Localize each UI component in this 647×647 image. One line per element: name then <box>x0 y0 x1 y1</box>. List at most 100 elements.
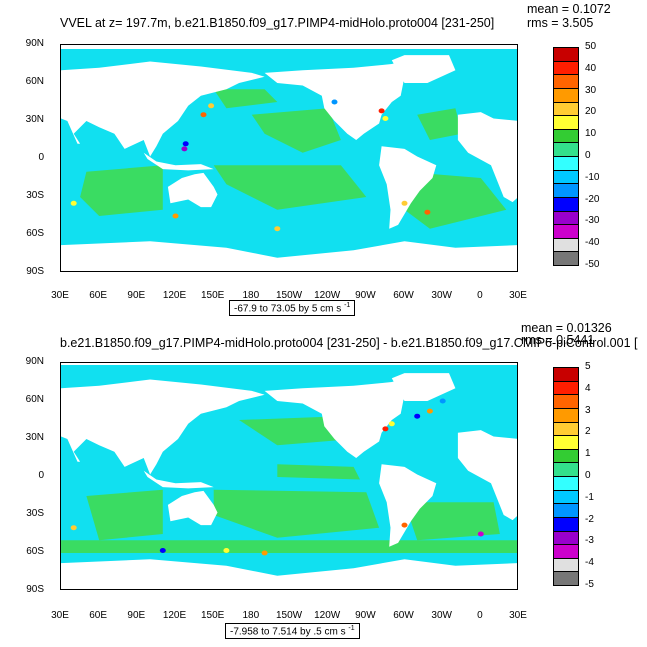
hotspot <box>274 226 281 232</box>
hotspot <box>331 99 338 105</box>
positive-region <box>213 89 278 109</box>
hotspot <box>261 550 268 556</box>
range-box: -7.958 to 7.514 by .5 cm s -1 <box>225 623 360 640</box>
colorbar-swatch <box>553 476 579 491</box>
lat-label: 60S <box>26 546 44 557</box>
lat-label: 60S <box>26 228 44 239</box>
lat-label: 60N <box>25 76 44 87</box>
range-unit-exponent: -1 <box>344 302 351 309</box>
colorbar-swatch <box>553 367 579 382</box>
colorbar-swatch <box>553 435 579 450</box>
lon-label: 150E <box>200 610 225 621</box>
colorbar-swatch <box>553 142 579 157</box>
lat-label: 90N <box>25 356 44 367</box>
rms-value: rms = 3.505 <box>527 16 594 30</box>
colorbar-label: 50 <box>585 41 597 52</box>
colorbar-label: -4 <box>585 557 594 569</box>
colorbar-label: 0 <box>585 150 591 161</box>
hotspot <box>426 408 433 414</box>
positive-region <box>213 165 367 210</box>
lon-label: 60E <box>89 610 108 621</box>
land-samerica <box>379 146 437 229</box>
land-namerica <box>264 375 443 458</box>
lat-label: 90N <box>25 38 44 49</box>
colorbar-swatch <box>553 503 579 518</box>
mean-value: mean = 0.01326 <box>521 321 612 335</box>
colorbar-label: 1 <box>585 448 591 460</box>
hotspot <box>159 548 166 553</box>
panel-lower: b.e21.B1850.f09_g17.PIMP4-midHolo.proto0… <box>0 320 647 647</box>
colorbar-swatch <box>553 571 579 586</box>
colorbar-swatch <box>553 87 579 103</box>
lon-label: 60E <box>89 290 108 301</box>
lon-label: 30E <box>509 290 527 301</box>
lon-label: 30E <box>51 290 69 301</box>
colorbar-swatch <box>553 544 579 559</box>
range-box: -67.9 to 73.05 by 5 cm s -1 <box>229 300 356 317</box>
colorbar-swatch <box>553 251 579 266</box>
colorbar-label: -3 <box>585 535 594 547</box>
lon-label: 30W <box>431 290 452 301</box>
positive-region <box>404 171 507 229</box>
colorbar-label: -30 <box>585 215 600 227</box>
hotspot <box>208 103 215 109</box>
colorbar-label: -2 <box>585 513 594 525</box>
land-australia <box>167 172 218 208</box>
colorbar-swatch <box>553 101 579 117</box>
hotspot <box>388 421 395 427</box>
lon-label: 120E <box>162 290 187 301</box>
hotspot <box>414 413 421 419</box>
colorbar-label: -10 <box>585 171 600 183</box>
arctic-mask <box>61 363 517 365</box>
colorbar-label: -40 <box>585 237 600 249</box>
lat-label: 30S <box>26 190 44 201</box>
colorbar-label: 20 <box>585 106 597 118</box>
colorbar-swatch <box>553 156 579 171</box>
range-text: -67.9 to 73.05 by 5 cm s <box>234 303 342 315</box>
land-africa <box>457 112 517 203</box>
lat-label: 0 <box>38 152 44 163</box>
map-plot <box>60 362 518 590</box>
positive-region <box>277 464 360 480</box>
range-text: -7.958 to 7.514 by .5 cm s <box>230 626 346 638</box>
positive-region <box>80 165 163 216</box>
panel-upper: VVEL at z= 197.7m, b.e21.B1850.f09_g17.P… <box>0 0 647 320</box>
hotspot <box>70 200 77 206</box>
colorbar-swatch <box>553 60 579 76</box>
field-map <box>61 45 517 271</box>
lat-label: 90S <box>26 266 44 277</box>
colorbar-swatch <box>553 224 579 239</box>
lon-label: 120E <box>162 610 187 621</box>
positive-region <box>404 502 500 541</box>
hotspot <box>401 200 408 206</box>
land-greenland <box>391 373 456 401</box>
hotspot <box>424 209 431 215</box>
lat-label: 30N <box>25 432 44 443</box>
colorbar: 5 4 3 2 1 0 -1 -2 -3 -4 -5 <box>553 361 594 590</box>
lon-label: 120W <box>314 290 341 301</box>
map-plot <box>60 44 518 272</box>
colorbar-swatch <box>553 115 579 130</box>
colorbar-label: 40 <box>585 62 597 74</box>
colorbar-label: 30 <box>585 84 597 96</box>
rms-value: rms = 0.5441 <box>521 333 595 347</box>
land-eurasia <box>61 61 265 157</box>
colorbar-swatch <box>553 557 579 573</box>
colorbar-swatch <box>553 448 579 464</box>
hotspot <box>378 108 385 114</box>
arctic-mask <box>61 45 517 49</box>
lon-label: 90W <box>355 610 376 621</box>
mean-value: mean = 0.1072 <box>527 2 611 16</box>
lon-label: 90E <box>127 610 146 621</box>
positive-region <box>213 489 380 538</box>
panel-title: VVEL at z= 197.7m, b.e21.B1850.f09_g17.P… <box>60 16 495 30</box>
lon-label: 180 <box>242 290 260 301</box>
colorbar-label: -1 <box>585 491 594 503</box>
hotspot <box>439 398 446 404</box>
positive-region <box>251 108 341 153</box>
colorbar-label: -5 <box>585 579 594 590</box>
colorbar-swatch <box>553 530 579 546</box>
land-eurasia <box>61 379 265 475</box>
colorbar-swatch <box>553 210 579 226</box>
colorbar-swatch <box>553 74 579 89</box>
